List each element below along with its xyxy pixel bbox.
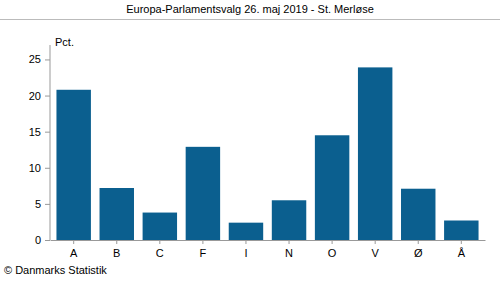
x-tick-label: I bbox=[244, 247, 247, 259]
y-tick-mark bbox=[45, 59, 50, 60]
bar bbox=[143, 213, 177, 240]
y-axis-line bbox=[50, 45, 51, 240]
x-tick-label: V bbox=[372, 247, 380, 259]
y-tick: 20 bbox=[29, 90, 50, 102]
x-tick-label: F bbox=[200, 247, 207, 259]
y-tick-label: 15 bbox=[29, 126, 41, 138]
y-tick-mark bbox=[45, 132, 50, 133]
y-tick-label: 0 bbox=[35, 234, 41, 246]
bar bbox=[444, 221, 478, 241]
x-tick-mark bbox=[116, 240, 117, 244]
bar bbox=[229, 223, 263, 240]
y-tick: 25 bbox=[29, 53, 50, 65]
bar bbox=[401, 189, 435, 240]
bar bbox=[315, 135, 349, 240]
x-tick-mark bbox=[332, 240, 333, 244]
bars bbox=[56, 67, 478, 240]
y-tick-mark bbox=[45, 96, 50, 97]
x-tick-label: O bbox=[328, 247, 337, 259]
x-tick-mark bbox=[461, 240, 462, 244]
source-note: © Danmarks Statistik bbox=[4, 264, 107, 276]
y-tick-label: 5 bbox=[35, 198, 41, 210]
y-tick: 10 bbox=[29, 162, 50, 174]
y-tick: 5 bbox=[35, 198, 50, 210]
x-tick: Å bbox=[458, 240, 466, 259]
x-tick-label: N bbox=[285, 247, 293, 259]
x-tick-label: Ø bbox=[414, 247, 423, 259]
x-tick-mark bbox=[375, 240, 376, 244]
x-tick: A bbox=[70, 240, 78, 259]
x-axis-line bbox=[51, 240, 486, 241]
x-tick-mark bbox=[289, 240, 290, 244]
x-tick-label: B bbox=[113, 247, 120, 259]
x-tick: I bbox=[244, 240, 247, 259]
x-tick: C bbox=[156, 240, 164, 259]
y-tick-label: 20 bbox=[29, 90, 41, 102]
x-tick-mark bbox=[418, 240, 419, 244]
y-axis: 0 5 10 15 20 25 bbox=[29, 45, 50, 246]
x-axis: ABCFINOVØÅ bbox=[51, 240, 486, 259]
x-tick-label: A bbox=[70, 247, 78, 259]
bar bbox=[186, 147, 220, 240]
y-tick-label: 25 bbox=[29, 53, 41, 65]
y-tick-mark bbox=[45, 204, 50, 205]
x-tick: Ø bbox=[414, 240, 423, 259]
x-tick-mark bbox=[73, 240, 74, 244]
x-tick-label: C bbox=[156, 247, 164, 259]
x-tick-mark bbox=[245, 240, 246, 244]
y-tick-mark bbox=[45, 168, 50, 169]
chart: Europa-Parlamentsvalg 26. maj 2019 - St.… bbox=[0, 0, 500, 282]
x-tick: V bbox=[372, 240, 380, 259]
x-tick-mark bbox=[202, 240, 203, 244]
title: Europa-Parlamentsvalg 26. maj 2019 - St.… bbox=[126, 3, 374, 15]
x-tick-label: Å bbox=[458, 247, 466, 259]
x-tick: F bbox=[200, 240, 207, 259]
bar bbox=[100, 188, 134, 240]
y-tick-mark bbox=[45, 240, 50, 241]
bar bbox=[56, 90, 90, 240]
bar bbox=[358, 67, 392, 240]
bar bbox=[272, 200, 306, 240]
x-tick: O bbox=[328, 240, 337, 259]
x-tick: N bbox=[285, 240, 293, 259]
y-tick-label: 10 bbox=[29, 162, 41, 174]
y-tick: 15 bbox=[29, 126, 50, 138]
x-tick-mark bbox=[159, 240, 160, 244]
title-rule bbox=[0, 19, 500, 20]
x-tick: B bbox=[113, 240, 120, 259]
y-axis-title: Pct. bbox=[55, 36, 74, 48]
y-tick: 0 bbox=[35, 234, 50, 246]
